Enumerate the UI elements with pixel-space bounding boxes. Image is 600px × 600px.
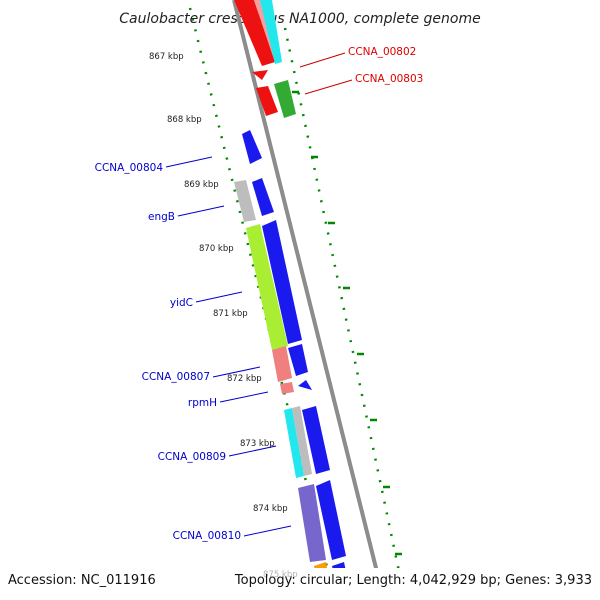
gene-arrow-bottom — [332, 562, 346, 568]
gene-arrow-ccna00807 — [288, 344, 308, 376]
kbp-label-868: 868 kbp — [167, 115, 202, 125]
gene-block-orange — [314, 562, 327, 568]
gene-block-red-top — [234, 0, 275, 66]
accession-text: Accession: NC_011916 — [8, 573, 156, 588]
kbp-label-873: 873 kbp — [240, 439, 275, 449]
gene-arrow-yidc — [262, 220, 302, 344]
kbp-label-874: 874 kbp — [253, 504, 288, 514]
gene-arrow-engb — [252, 178, 274, 216]
major-ticks — [292, 90, 402, 556]
gene-label-ccna00807[interactable]: CCNA_00807 — [142, 371, 210, 383]
kbp-label-871: 871 kbp — [213, 309, 248, 319]
gene-block-ccna00809-gray — [292, 406, 312, 476]
gene-block-engb-gray — [234, 180, 256, 222]
kbp-label-869: 869 kbp — [184, 180, 219, 190]
gene-label-ccna00803[interactable]: CCNA_00803 — [355, 73, 423, 85]
gene-arrow-ccna00809 — [302, 406, 330, 474]
leader-lines-right — [299, 52, 353, 95]
gene-block-ccna00803 — [256, 86, 278, 116]
kbp-label-870: 870 kbp — [199, 244, 234, 254]
kbp-label-872: 872 kbp — [227, 374, 262, 384]
gene-label-rpmh[interactable]: rpmH — [188, 397, 217, 409]
kbp-label-875: 875 kbp — [263, 570, 298, 580]
gene-label-ccna00802[interactable]: CCNA_00802 — [348, 46, 416, 58]
gene-block-cyan-top — [260, 0, 282, 64]
gene-block-green — [274, 80, 296, 118]
gene-label-engb[interactable]: engB — [148, 211, 175, 223]
gene-arrow-ccna00802 — [252, 70, 268, 80]
gene-label-yidc[interactable]: yidC — [170, 297, 193, 309]
gene-arrow-ccna00804 — [242, 130, 262, 164]
gene-label-ccna00810[interactable]: CCNA_00810 — [173, 530, 241, 542]
gene-label-ccna00804[interactable]: CCNA_00804 — [95, 162, 164, 174]
map-title: Caulobacter crescentus NA1000, complete … — [119, 11, 480, 27]
gene-label-ccna00809[interactable]: CCNA_00809 — [158, 451, 226, 463]
kbp-label-867: 867 kbp — [149, 52, 184, 62]
topology-text: Topology: circular; Length: 4,042,929 bp… — [234, 573, 592, 588]
gene-block-ccna00807 — [272, 346, 292, 382]
gene-block-ccna00810 — [298, 484, 326, 562]
gene-arrow-ccna00810 — [316, 480, 346, 560]
leader-lines-left — [165, 156, 292, 537]
gene-block-ccna00809-cyan — [284, 408, 304, 478]
genome-backbone — [232, 0, 379, 568]
gene-block-rpmh — [280, 382, 294, 394]
gene-arrow-rpmh — [298, 380, 312, 390]
gene-block-yidc — [246, 224, 288, 350]
